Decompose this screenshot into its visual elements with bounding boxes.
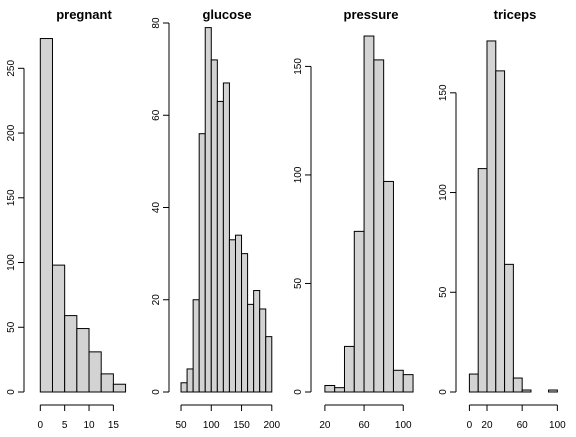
y-tick-label: 200 <box>6 124 17 141</box>
x-tick-label: 10 <box>83 420 95 431</box>
histogram-bar <box>247 303 255 393</box>
histogram-bar <box>343 345 355 393</box>
y-tick-label: 50 <box>438 286 449 298</box>
histogram-bar <box>548 389 558 393</box>
histogram-bar <box>112 383 127 393</box>
histogram-bar <box>234 234 243 393</box>
histogram-bar <box>210 59 218 393</box>
histogram-bar <box>216 100 224 393</box>
y-tick-label: 80 <box>151 17 162 29</box>
histogram-bar <box>76 328 90 393</box>
histogram-bar <box>521 389 532 393</box>
panel-title: triceps <box>494 7 537 22</box>
histogram-bar <box>39 38 53 393</box>
histogram-bar <box>373 59 385 393</box>
histogram-bar <box>204 27 212 393</box>
y-tick-label: 150 <box>6 189 17 206</box>
histogram-bar <box>363 35 375 393</box>
histogram-bar <box>477 168 488 393</box>
y-tick-label: 100 <box>6 254 17 271</box>
x-tick-label: 60 <box>517 420 529 431</box>
y-tick-label: 100 <box>293 166 304 183</box>
y-tick-label: 0 <box>151 389 162 395</box>
x-tick-label: 15 <box>108 420 120 431</box>
x-tick-label: 100 <box>549 420 566 431</box>
panel-title: pregnant <box>56 7 112 22</box>
x-tick-label: 60 <box>359 420 371 431</box>
x-tick-label: 0 <box>38 420 44 431</box>
x-tick-label: 100 <box>395 420 412 431</box>
y-tick-label: 20 <box>151 294 162 306</box>
y-tick-label: 150 <box>293 58 304 75</box>
histogram-bar <box>180 382 188 393</box>
x-tick-label: 100 <box>203 420 220 431</box>
histogram-bar <box>334 387 345 393</box>
y-tick-label: 250 <box>6 60 17 77</box>
x-tick-label: 20 <box>481 420 493 431</box>
histogram-bar <box>241 253 249 393</box>
histogram-bar <box>222 82 230 393</box>
histogram-bar <box>495 70 506 393</box>
histogram-bar <box>468 373 479 393</box>
histogram-bar <box>402 374 414 393</box>
histogram-bar <box>486 40 497 393</box>
histogram-bar <box>504 263 514 393</box>
histogram-bar <box>392 369 404 393</box>
histogram-bar <box>383 180 394 393</box>
x-tick-label: 50 <box>175 420 187 431</box>
x-tick-label: 200 <box>263 420 280 431</box>
y-tick-label: 0 <box>6 389 17 395</box>
x-tick-label: 5 <box>62 420 68 431</box>
histogram-bar <box>88 351 102 393</box>
histogram-bar <box>353 230 365 393</box>
y-tick-label: 60 <box>151 109 162 121</box>
x-tick-label: 150 <box>233 420 250 431</box>
y-tick-label: 40 <box>151 202 162 214</box>
histogram-bar <box>324 384 336 393</box>
histogram-bar <box>100 373 114 393</box>
histogram-bar <box>265 336 273 393</box>
histogram-bar <box>228 239 236 393</box>
y-tick-label: 150 <box>438 84 449 101</box>
histogram-bar <box>512 377 523 393</box>
panel-title: pressure <box>344 7 399 22</box>
histogram-bar <box>192 299 200 393</box>
histogram-bar <box>51 264 66 393</box>
histogram-bar <box>186 368 194 393</box>
histogram-bar <box>198 133 206 393</box>
panel-title: glucose <box>202 7 251 22</box>
y-tick-label: 100 <box>438 184 449 201</box>
histogram-bar <box>253 290 261 393</box>
y-tick-label: 0 <box>293 389 304 395</box>
histogram-bar <box>259 308 267 393</box>
x-tick-label: 20 <box>319 420 331 431</box>
y-tick-label: 50 <box>293 277 304 289</box>
histogram-bar <box>64 315 78 393</box>
x-tick-label: 0 <box>467 420 473 431</box>
y-tick-label: 0 <box>438 389 449 395</box>
y-tick-label: 50 <box>6 321 17 333</box>
